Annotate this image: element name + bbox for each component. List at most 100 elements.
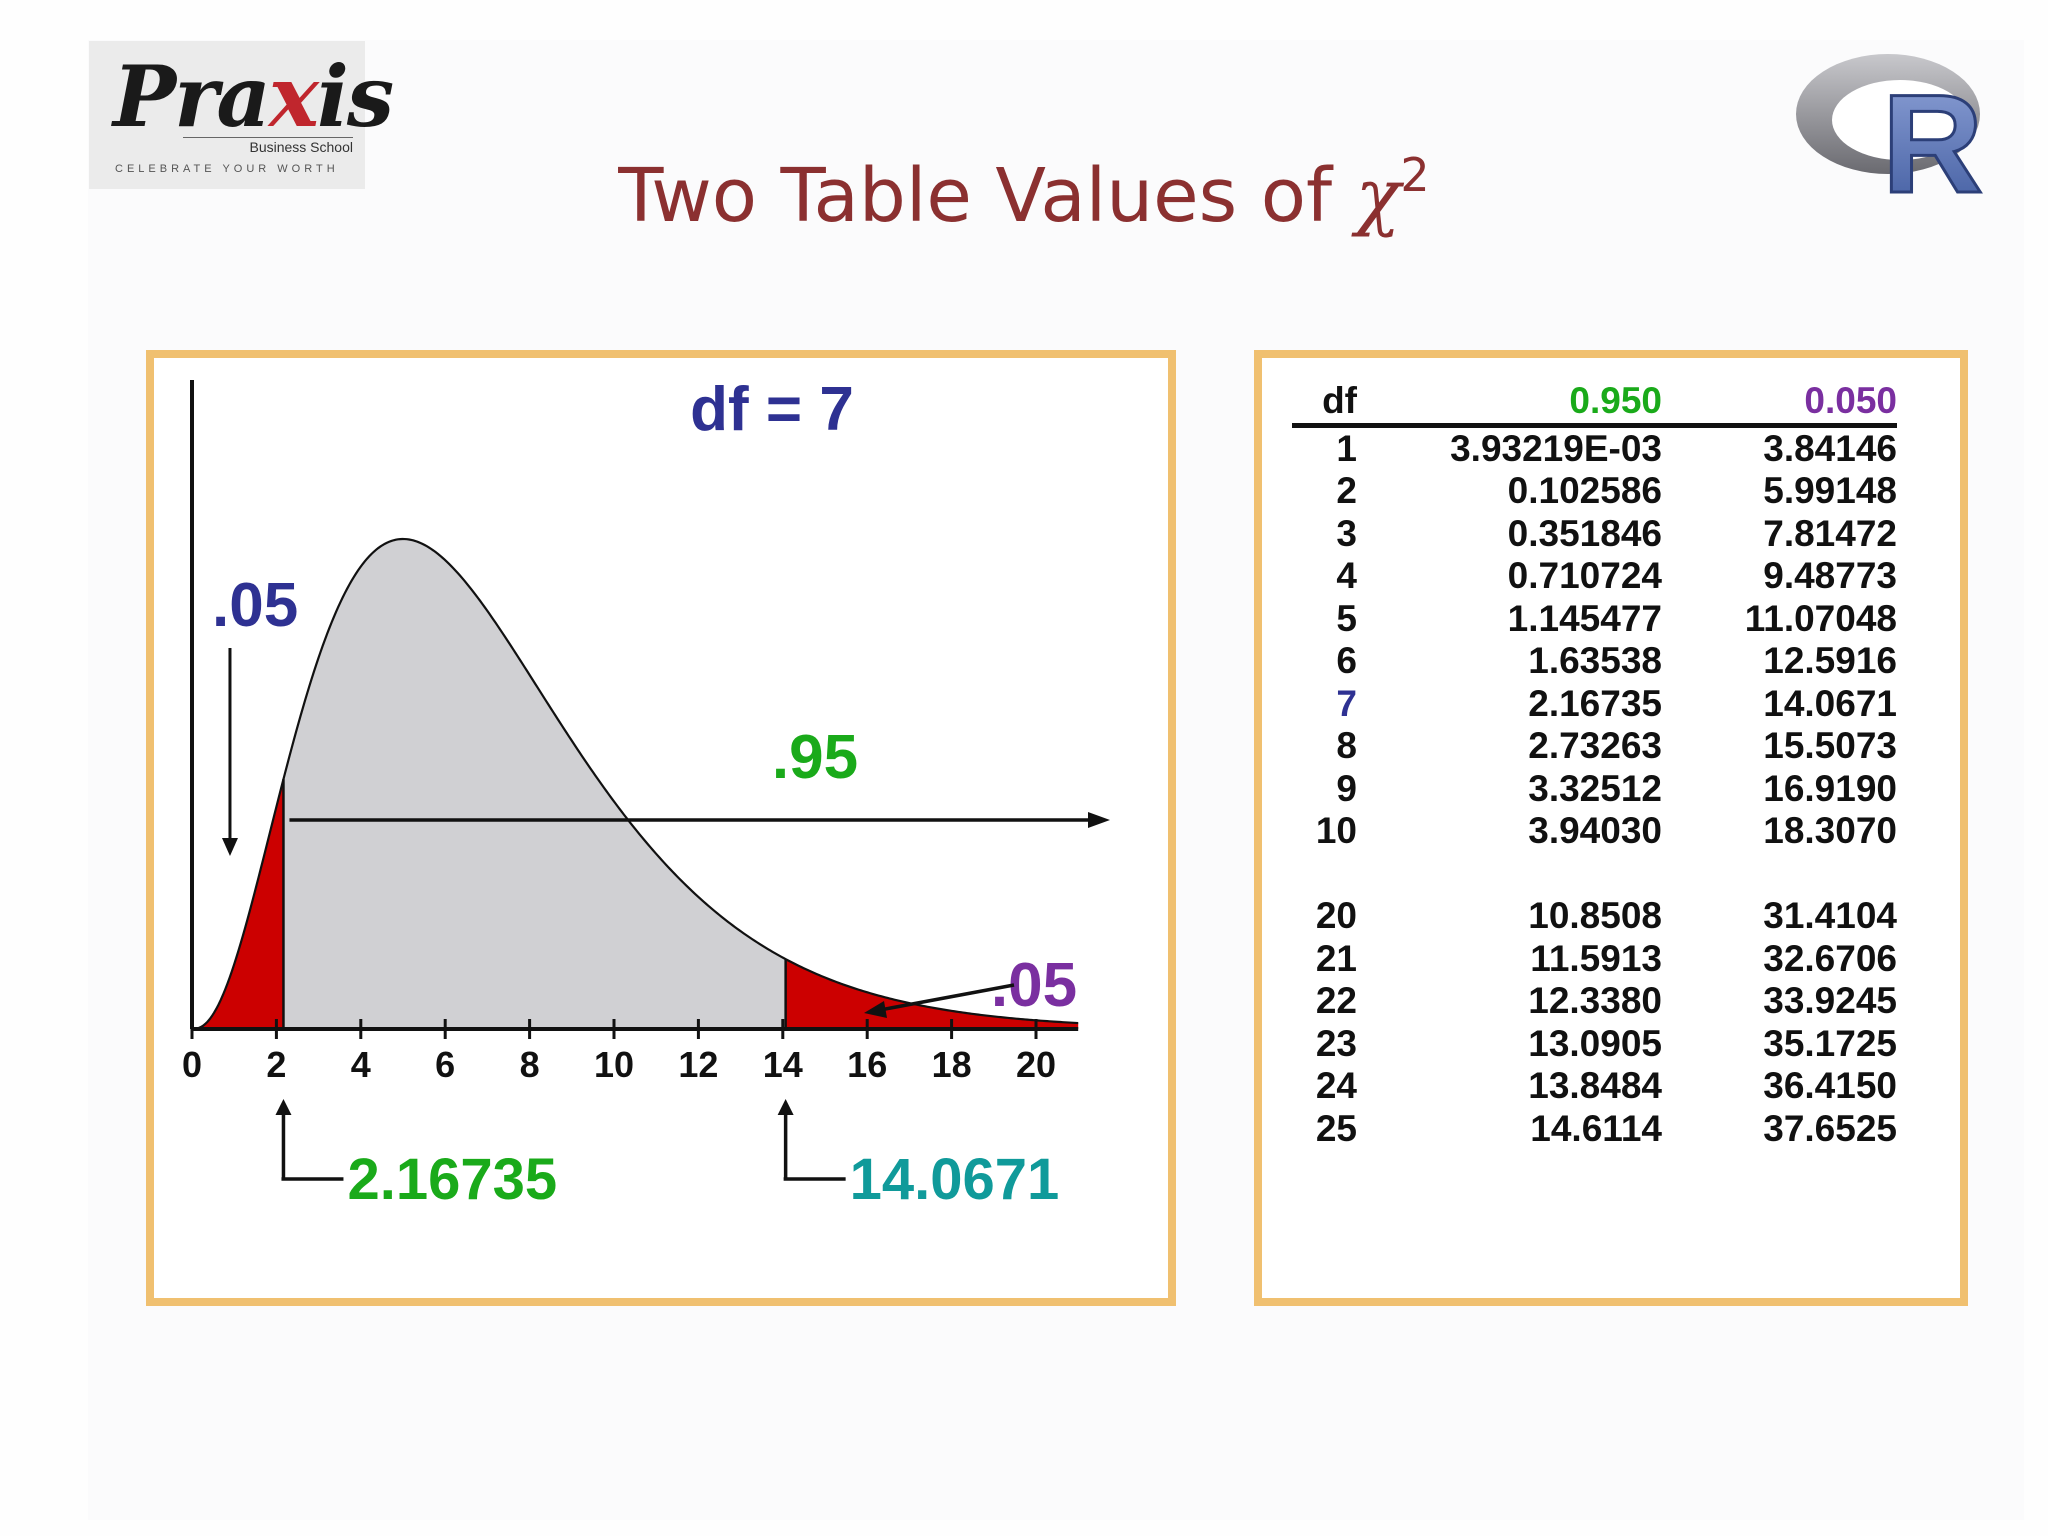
cell-0950: 3.32512 bbox=[1528, 767, 1662, 809]
cell-0050: 7.81472 bbox=[1763, 512, 1897, 554]
cell-0050: 31.4104 bbox=[1763, 895, 1897, 936]
density-curve bbox=[191, 537, 1079, 1031]
middle-area-095 bbox=[283, 539, 786, 1029]
lower-critical-value-label: 2.16735 bbox=[347, 1147, 557, 1212]
cell-df: 20 bbox=[1315, 895, 1357, 936]
cell-df: 22 bbox=[1315, 980, 1357, 1021]
cell-df: 8 bbox=[1336, 725, 1357, 766]
praxis-logo-wordmark: Praxis bbox=[113, 47, 394, 146]
cell-df: 23 bbox=[1315, 1022, 1357, 1064]
table-row: 22 12.3380 33.9245 bbox=[1292, 980, 1897, 1023]
cell-0050: 15.5073 bbox=[1763, 725, 1897, 766]
x-tick-label: 6 bbox=[435, 1044, 455, 1085]
table-row: 9 3.32512 16.9190 bbox=[1292, 768, 1897, 811]
cell-0950: 0.710724 bbox=[1507, 555, 1662, 596]
cell-df: 3 bbox=[1336, 512, 1357, 554]
x-tick-label: 20 bbox=[1016, 1044, 1056, 1085]
cell-0050: 5.99148 bbox=[1763, 470, 1897, 511]
middle-area-arrow-head bbox=[1088, 812, 1110, 828]
table-header-row: df 0.950 0.050 bbox=[1292, 380, 1897, 428]
lower-critical-value-arrow-head bbox=[275, 1099, 292, 1115]
table-row: 24 13.8484 36.4150 bbox=[1292, 1065, 1897, 1108]
right-tail-arrow-shaft bbox=[879, 983, 1015, 1012]
cell-0950: 14.6114 bbox=[1530, 1107, 1662, 1149]
cell-0950: 1.145477 bbox=[1507, 597, 1662, 639]
table-row: 10 3.94030 18.3070 bbox=[1292, 810, 1897, 853]
cell-df: 5 bbox=[1336, 597, 1357, 639]
cell-0050: 32.6706 bbox=[1763, 937, 1897, 979]
cell-df: 7 bbox=[1336, 682, 1357, 724]
cell-0950: 10.8508 bbox=[1528, 895, 1662, 936]
cell-0950: 13.8484 bbox=[1528, 1065, 1662, 1106]
cell-0950: 2.73263 bbox=[1528, 725, 1662, 766]
right-tail-arrow-head bbox=[864, 1001, 887, 1018]
page-title: Two Table Values of χ2 bbox=[618, 148, 1430, 239]
middle-area-label: .95 bbox=[772, 723, 858, 792]
cell-0050: 11.07048 bbox=[1744, 597, 1897, 639]
x-tick-label: 16 bbox=[847, 1044, 887, 1085]
x-tick-label: 18 bbox=[932, 1044, 972, 1085]
cell-0050: 35.1725 bbox=[1763, 1022, 1897, 1064]
table-row: 23 13.0905 35.1725 bbox=[1292, 1023, 1897, 1066]
table-row: 3 0.351846 7.81472 bbox=[1292, 513, 1897, 556]
cell-df: 10 bbox=[1315, 810, 1357, 851]
cell-df: 21 bbox=[1315, 937, 1357, 979]
cell-0050: 16.9190 bbox=[1763, 767, 1897, 809]
left-tail-area bbox=[192, 779, 284, 1029]
table-row: 25 14.6114 37.6525 bbox=[1292, 1108, 1897, 1151]
table-gap-row bbox=[1292, 853, 1897, 896]
left-tail-area-label: .05 bbox=[212, 571, 298, 640]
upper-critical-value-arrow-head bbox=[777, 1099, 794, 1115]
table-row: 1 3.93219E-03 3.84146 bbox=[1292, 425, 1897, 470]
table-panel: df 0.950 0.050 1 3.93219E-03 3.84146 2 0.102… bbox=[1254, 350, 1968, 1306]
left-tail-arrow-head bbox=[221, 838, 238, 856]
x-tick-label: 12 bbox=[678, 1044, 718, 1085]
column-header-df: df bbox=[1292, 380, 1357, 428]
cell-0050: 18.3070 bbox=[1763, 810, 1897, 851]
cell-0950: 12.3380 bbox=[1528, 980, 1662, 1021]
cell-0950: 2.16735 bbox=[1528, 682, 1662, 724]
x-tick-label: 10 bbox=[594, 1044, 634, 1085]
cell-df: 24 bbox=[1315, 1065, 1357, 1106]
table-row: 21 11.5913 32.6706 bbox=[1292, 938, 1897, 981]
table-row: 4 0.710724 9.48773 bbox=[1292, 555, 1897, 598]
praxis-logo-school: Business School bbox=[183, 137, 353, 155]
table-row: 20 10.8508 31.4104 bbox=[1292, 895, 1897, 938]
cell-df: 9 bbox=[1336, 767, 1357, 809]
table-row: 7 2.16735 14.0671 bbox=[1292, 683, 1897, 726]
x-tick-label: 0 bbox=[182, 1044, 202, 1085]
cell-0050: 36.4150 bbox=[1763, 1065, 1897, 1106]
cell-0050: 9.48773 bbox=[1763, 555, 1897, 596]
table-row: 6 1.63538 12.5916 bbox=[1292, 640, 1897, 683]
table-row: 2 0.102586 5.99148 bbox=[1292, 470, 1897, 513]
cell-0050: 3.84146 bbox=[1763, 427, 1897, 469]
cell-0950: 3.94030 bbox=[1528, 810, 1662, 851]
cell-df: 25 bbox=[1315, 1107, 1357, 1149]
x-tick-label: 8 bbox=[520, 1044, 540, 1085]
x-tick-label: 2 bbox=[266, 1044, 286, 1085]
column-header-0950: 0.950 bbox=[1357, 380, 1662, 428]
chi-square-table: df 0.950 0.050 1 3.93219E-03 3.84146 2 0.102… bbox=[1292, 380, 1897, 1150]
cell-0050: 33.9245 bbox=[1763, 980, 1897, 1021]
chart-panel: 0 2 4 6 8 10 12 14 16 18 20 df = 7.05.95.05 2.16735 1… bbox=[146, 350, 1176, 1306]
cell-df: 1 bbox=[1336, 427, 1357, 469]
cell-0950: 0.102586 bbox=[1507, 470, 1662, 511]
table-row: 5 1.145477 11.07048 bbox=[1292, 598, 1897, 641]
cell-0050: 14.0671 bbox=[1763, 682, 1897, 724]
cell-0950: 3.93219E-03 bbox=[1450, 427, 1662, 469]
cell-df: 4 bbox=[1336, 555, 1357, 596]
r-logo-icon: R bbox=[1790, 42, 2000, 224]
column-header-0050: 0.050 bbox=[1662, 380, 1897, 428]
praxis-logo: Praxis Business School CELEBRATE YOUR WO… bbox=[89, 41, 394, 189]
x-tick-label: 14 bbox=[763, 1044, 803, 1085]
cell-0950: 11.5913 bbox=[1530, 937, 1662, 979]
praxis-logo-tagline: CELEBRATE YOUR WORTH bbox=[115, 163, 339, 175]
cell-0050: 37.6525 bbox=[1763, 1107, 1897, 1149]
table-row: 8 2.73263 15.5073 bbox=[1292, 725, 1897, 768]
cell-df: 2 bbox=[1336, 470, 1357, 511]
cell-df: 6 bbox=[1336, 640, 1357, 681]
upper-critical-value-label: 14.0671 bbox=[850, 1147, 1060, 1212]
cell-0950: 1.63538 bbox=[1528, 640, 1662, 681]
right-tail-area bbox=[785, 959, 1079, 1029]
